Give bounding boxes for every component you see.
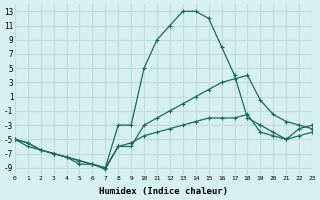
X-axis label: Humidex (Indice chaleur): Humidex (Indice chaleur) <box>99 187 228 196</box>
